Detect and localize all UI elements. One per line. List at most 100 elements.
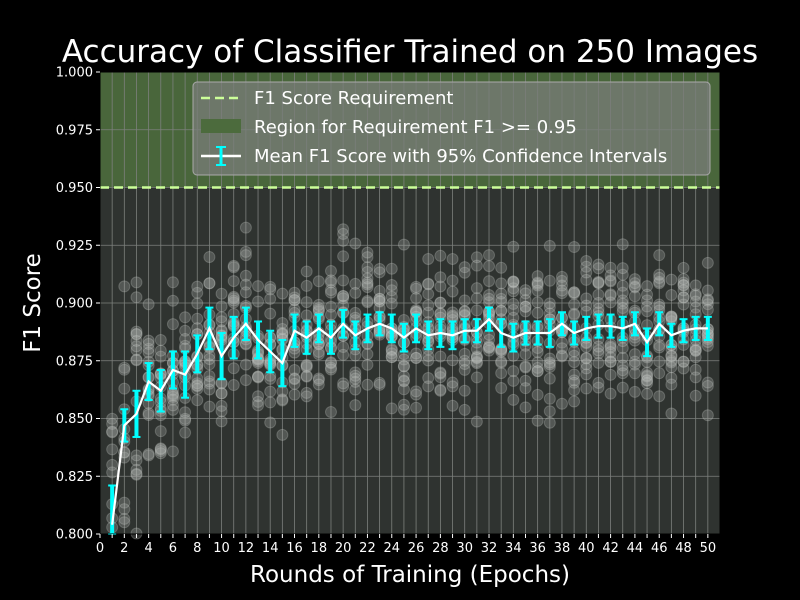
sample-point <box>519 401 532 414</box>
x-tick-label: 4 <box>144 541 152 556</box>
sample-point <box>665 350 678 363</box>
sample-point <box>361 251 374 264</box>
legend-box <box>192 81 711 176</box>
sample-point <box>701 294 714 307</box>
sample-point <box>337 227 350 240</box>
x-tick-label: 8 <box>193 541 201 556</box>
sample-point <box>118 503 131 516</box>
sample-point <box>568 241 581 254</box>
sample-point <box>507 282 520 295</box>
sample-point <box>580 266 593 279</box>
sample-point <box>118 512 131 525</box>
sample-point <box>191 382 204 395</box>
sample-point <box>519 361 532 374</box>
y-tick-label: 0.975 <box>56 123 93 138</box>
sample-point <box>239 374 252 387</box>
sample-point <box>264 416 277 429</box>
sample-point <box>568 376 581 389</box>
sample-point <box>264 280 277 293</box>
sample-point <box>483 292 496 305</box>
sample-point <box>568 286 581 299</box>
sample-point <box>653 268 666 281</box>
sample-point <box>312 275 325 288</box>
sample-point <box>288 372 301 385</box>
sample-point <box>495 304 508 317</box>
sample-point <box>483 275 496 288</box>
sample-point <box>434 383 447 396</box>
sample-point <box>300 361 313 374</box>
sample-point <box>653 390 666 403</box>
sample-point <box>495 277 508 290</box>
sample-point <box>641 387 654 400</box>
sample-point <box>361 378 374 391</box>
sample-point <box>628 280 641 293</box>
sample-point <box>641 366 654 379</box>
sample-point <box>410 280 423 293</box>
sample-point <box>677 291 690 304</box>
sample-point <box>324 308 337 321</box>
sample-point <box>288 294 301 307</box>
sample-point <box>154 445 167 458</box>
y-tick-label: 0.800 <box>56 528 93 543</box>
sample-point <box>701 298 714 311</box>
sample-point <box>592 262 605 275</box>
sample-point <box>580 368 593 381</box>
legend-label-region: Region for Requirement F1 >= 0.95 <box>254 117 577 138</box>
sample-point <box>397 360 410 373</box>
sample-point <box>166 318 179 331</box>
sample-point <box>373 292 386 305</box>
sample-point <box>616 367 629 380</box>
sample-point <box>507 297 520 310</box>
sample-point <box>203 377 216 390</box>
sample-point <box>397 360 410 373</box>
sample-point <box>543 361 556 374</box>
sample-point <box>166 403 179 416</box>
sample-point <box>373 294 386 307</box>
sample-point <box>166 276 179 289</box>
sample-point <box>677 279 690 292</box>
sample-point <box>179 412 192 425</box>
sample-point <box>130 468 143 481</box>
sample-point <box>604 274 617 287</box>
sample-point <box>592 277 605 290</box>
sample-point <box>361 348 374 361</box>
sample-point <box>641 294 654 307</box>
sample-point <box>677 273 690 286</box>
sample-point <box>665 354 678 367</box>
sample-point <box>592 288 605 301</box>
sample-point <box>495 261 508 274</box>
sample-point <box>616 268 629 281</box>
sample-point <box>604 346 617 359</box>
sample-point <box>580 382 593 395</box>
sample-point <box>628 273 641 286</box>
sample-point <box>312 348 325 361</box>
sample-point <box>483 341 496 354</box>
sample-point <box>470 304 483 317</box>
sample-point <box>434 371 447 384</box>
sample-point <box>191 379 204 392</box>
sample-point <box>203 349 216 362</box>
sample-point <box>324 284 337 297</box>
sample-point <box>300 390 313 403</box>
legend-swatch-region <box>201 119 241 133</box>
sample-point <box>410 351 423 364</box>
sample-point <box>689 289 702 302</box>
sample-point <box>227 261 240 274</box>
sample-point <box>507 240 520 253</box>
sample-point <box>580 254 593 267</box>
sample-point <box>604 341 617 354</box>
sample-point <box>410 351 423 364</box>
sample-point <box>677 355 690 368</box>
sample-point <box>483 289 496 302</box>
sample-point <box>154 425 167 438</box>
sample-point <box>191 377 204 390</box>
sample-point <box>641 370 654 383</box>
sample-point <box>106 425 119 438</box>
sample-point <box>385 402 398 415</box>
sample-point <box>677 298 690 311</box>
sample-point <box>470 415 483 428</box>
sample-point <box>118 516 131 529</box>
sample-point <box>665 371 678 384</box>
sample-point <box>604 296 617 309</box>
sample-point <box>422 299 435 312</box>
